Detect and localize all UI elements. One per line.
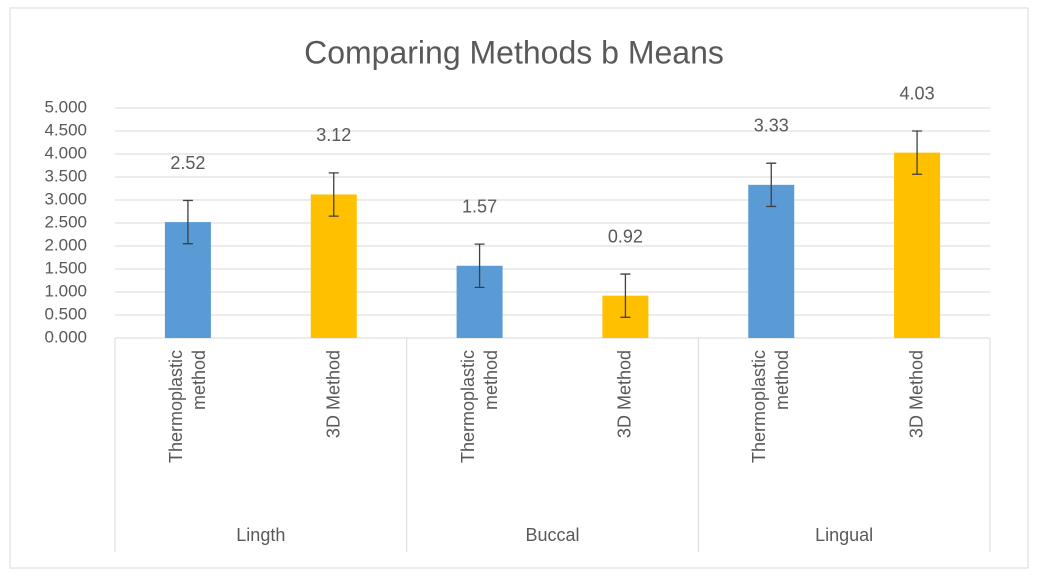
y-tick-label: 4.000 (44, 143, 87, 162)
error-bar (912, 130, 923, 175)
data-label: 3.12 (316, 125, 351, 145)
category-label: Lingth (236, 525, 285, 545)
y-tick-label: 1.500 (44, 258, 87, 277)
sub-category-label: Thermoplastic method (165, 350, 209, 464)
y-tick-label: 2.500 (44, 212, 87, 231)
error-bar (328, 172, 339, 217)
y-tick-label: 3.000 (44, 189, 87, 208)
bar (894, 152, 941, 338)
y-tick-label: 5.000 (44, 97, 87, 116)
y-tick-label: 0.500 (44, 304, 87, 323)
data-label: 2.52 (170, 153, 205, 173)
sub-category-label: Thermoplastic method (457, 350, 501, 464)
category-label: Lingual (815, 525, 873, 545)
error-bar (620, 273, 631, 318)
data-label: 0.92 (608, 226, 643, 246)
chart-title: Comparing Methods b Means (304, 34, 724, 70)
sub-category-label: 3D Method (323, 350, 344, 439)
category-label: Buccal (525, 525, 579, 545)
sub-category-label: 3D Method (614, 350, 635, 439)
error-bar (474, 243, 485, 289)
data-label: 1.57 (462, 197, 497, 217)
chart-border (9, 7, 1029, 569)
bar (310, 194, 357, 338)
y-tick-label: 0.000 (44, 327, 87, 346)
y-tick-label: 3.500 (44, 166, 87, 185)
data-label: 4.03 (900, 83, 935, 103)
sub-category-label: Thermoplastic method (749, 350, 793, 464)
y-tick-label: 2.000 (44, 235, 87, 254)
y-tick-label: 4.500 (44, 120, 87, 139)
error-bar (766, 162, 777, 208)
error-bar (182, 199, 193, 245)
sub-category-label: 3D Method (906, 350, 927, 439)
y-tick-label: 1.000 (44, 281, 87, 300)
bar (748, 184, 795, 338)
data-label: 3.33 (754, 116, 789, 136)
